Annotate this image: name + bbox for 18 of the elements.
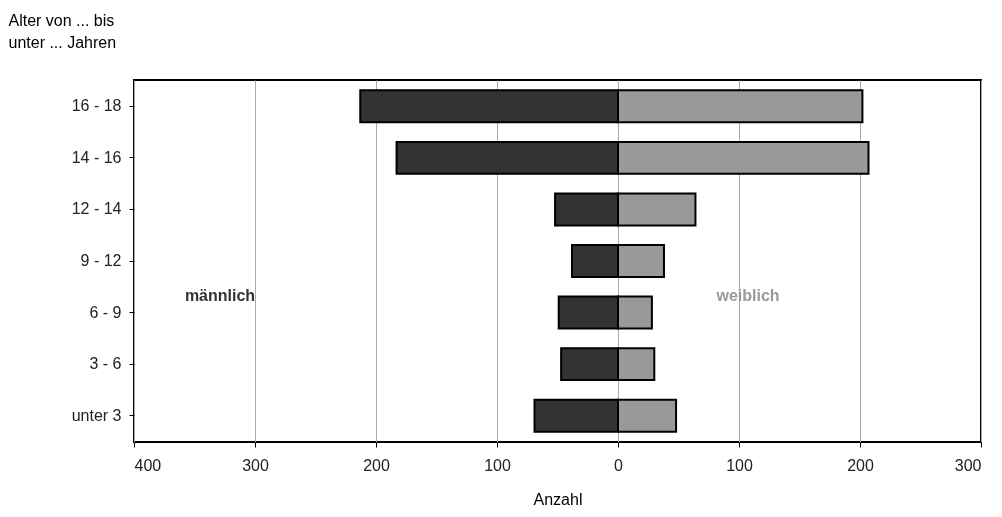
- x-tick-label: 300: [242, 456, 269, 474]
- y-tick-label: 6 - 9: [89, 303, 122, 321]
- y-axis-title: Alter von ... bis unter ... Jahren: [8, 11, 117, 51]
- x-tick-label: 400: [134, 456, 162, 474]
- x-tick-label: 200: [363, 456, 390, 474]
- x-tick-label: 300: [954, 456, 982, 474]
- y-tick-label: 16 - 18: [71, 97, 122, 115]
- y-tick-label: 3 - 6: [89, 355, 122, 373]
- x-tick-label: 0: [614, 456, 624, 474]
- y-tick-label: 9 - 12: [80, 252, 122, 269]
- x-tick-label: 100: [726, 456, 753, 474]
- y-tick-label: 14 - 16: [71, 148, 122, 166]
- x-axis-title: Anzahl: [533, 490, 583, 508]
- y-tick-label: 12 - 14: [71, 200, 122, 218]
- x-tick-label: 100: [484, 456, 511, 474]
- x-tick-label: 200: [847, 456, 874, 474]
- y-tick-label: unter 3: [71, 406, 122, 424]
- text: männlich: [184, 287, 256, 304]
